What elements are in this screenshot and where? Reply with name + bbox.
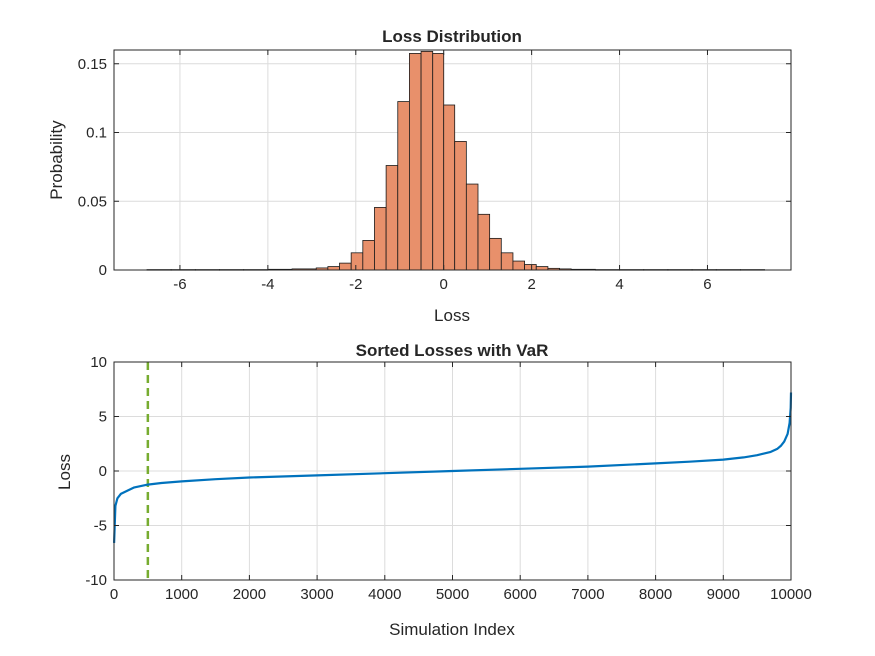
- histogram-ytick-label: 0.05: [78, 193, 107, 210]
- sorted-losses-series: [113, 362, 793, 580]
- histogram-bar: [465, 183, 479, 271]
- histogram-bar: [512, 260, 525, 271]
- sorted-losses-ytick-label: 10: [90, 354, 107, 371]
- histogram-ytick-label: 0.15: [78, 56, 107, 73]
- sorted-losses-ticks: 0 1000 2000 3000 4000 5000 6000 7000 8000 9000 100…: [85, 354, 812, 603]
- histogram-xtick-label: 0: [440, 276, 448, 293]
- histogram-bar: [477, 213, 491, 271]
- sorted-losses-xtick-label: 1000: [165, 586, 198, 603]
- sorted-losses-title: Sorted Losses with VaR: [356, 341, 549, 360]
- histogram-frame: [113, 49, 792, 271]
- histogram-ytick-label: 0.1: [86, 125, 107, 142]
- histogram-ylabel: Probability: [47, 120, 66, 200]
- histogram-bar: [409, 53, 422, 271]
- sorted-losses-xtick-label: 0: [110, 586, 118, 603]
- histogram-xtick-label: 6: [703, 276, 711, 293]
- histogram-xtick-label: 4: [615, 276, 623, 293]
- histogram-bar: [454, 141, 467, 271]
- sorted-losses-xtick-label: 7000: [571, 586, 604, 603]
- histogram-bar: [385, 165, 399, 271]
- sorted-losses-ytick-label: -5: [94, 518, 107, 535]
- histogram-bar: [443, 104, 456, 271]
- sorted-losses-xtick-label: 3000: [300, 586, 333, 603]
- histogram-bar: [432, 53, 445, 271]
- histogram-axes: -6 -4 -2 0 2 4 6 0 0.05 0.1 0.15 Loss Distribution…: [47, 27, 792, 325]
- histogram-bar: [339, 262, 352, 271]
- histogram-ytick-label: 0: [99, 262, 107, 279]
- sorted-losses-xtick-label: 8000: [639, 586, 672, 603]
- sorted-losses-xtick-label: 5000: [436, 586, 469, 603]
- histogram-xtick-label: -4: [261, 276, 274, 293]
- histogram-xtick-label: -2: [349, 276, 362, 293]
- histogram-xlabel: Loss: [434, 306, 470, 325]
- sorted-losses-ylabel: Loss: [55, 454, 74, 490]
- sorted-losses-xlabel: Simulation Index: [389, 620, 515, 639]
- histogram-xtick-label: -6: [173, 276, 186, 293]
- sorted-losses-ytick-label: 0: [99, 463, 107, 480]
- histogram-bar: [420, 50, 434, 271]
- sorted-losses-xtick-label: 10000: [770, 586, 812, 603]
- histogram-bar: [535, 266, 549, 271]
- sorted-losses-axes: 0 1000 2000 3000 4000 5000 6000 7000 8000 9000 100…: [55, 341, 812, 639]
- histogram-bar: [397, 101, 410, 271]
- histogram-bar: [524, 264, 537, 271]
- histogram-title: Loss Distribution: [382, 27, 522, 46]
- histogram-bar: [374, 207, 387, 271]
- histogram-bars: [146, 50, 766, 271]
- sorted-losses-xtick-label: 9000: [707, 586, 740, 603]
- sorted-losses-line: [113, 392, 793, 543]
- histogram-bar: [362, 240, 375, 271]
- histogram-bar: [350, 252, 364, 271]
- sorted-losses-ytick-label: -10: [85, 572, 107, 589]
- sorted-losses-ytick-label: 5: [99, 409, 107, 426]
- histogram-xtick-label: 2: [527, 276, 535, 293]
- sorted-losses-xtick-label: 6000: [504, 586, 537, 603]
- sorted-losses-xtick-label: 2000: [233, 586, 266, 603]
- histogram-bar: [500, 252, 514, 271]
- histogram-bar: [327, 266, 340, 271]
- sorted-losses-xtick-label: 4000: [368, 586, 401, 603]
- histogram-bar: [489, 237, 502, 271]
- histogram-ticks: -6 -4 -2 0 2 4 6 0 0.05 0.1 0.15: [78, 49, 792, 293]
